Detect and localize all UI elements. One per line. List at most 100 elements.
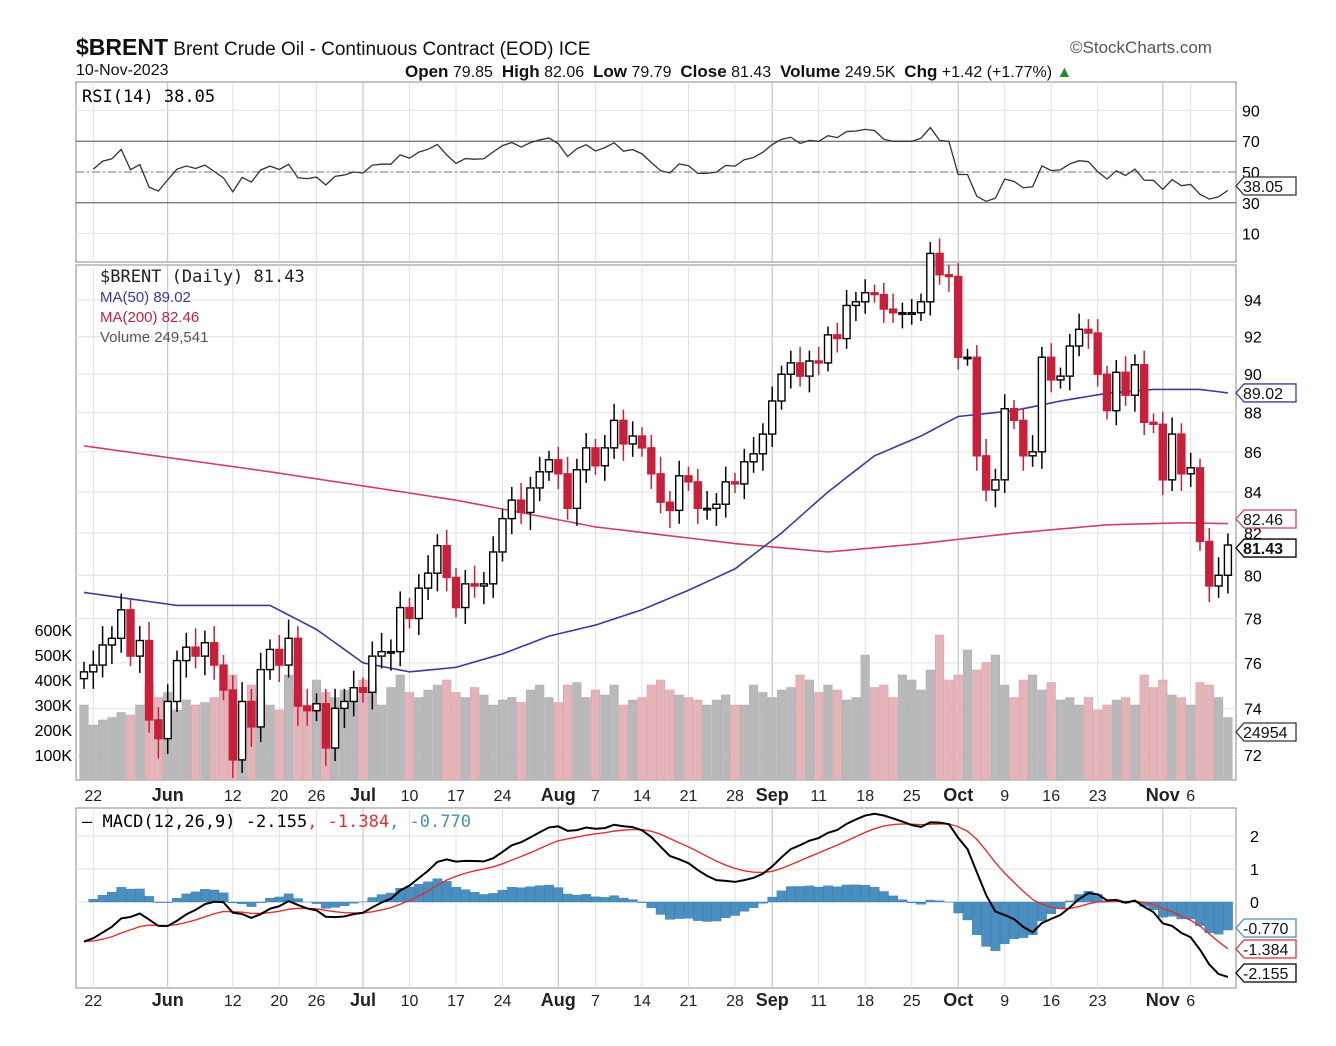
candle-body bbox=[405, 606, 414, 620]
candle-body bbox=[693, 481, 702, 510]
volume-tick-label: 400K bbox=[35, 673, 73, 690]
candle-body bbox=[498, 517, 507, 553]
volume-bar bbox=[125, 714, 136, 781]
macd-histogram-bar bbox=[702, 901, 713, 922]
x-tick-label: 17 bbox=[447, 993, 465, 1010]
candle-body bbox=[842, 304, 851, 340]
volume-bar bbox=[618, 704, 628, 781]
macd-histogram-bar bbox=[88, 899, 99, 903]
volume-tick-label: 200K bbox=[35, 723, 73, 740]
candle-body bbox=[777, 373, 786, 402]
candle-body bbox=[1037, 356, 1047, 453]
macd-histogram-bar bbox=[507, 886, 517, 903]
macd-histogram-bar bbox=[999, 901, 1010, 945]
macd-histogram-bar bbox=[321, 901, 331, 909]
rsi-tick-label: 30 bbox=[1242, 196, 1260, 213]
x-tick-label: 18 bbox=[856, 993, 874, 1010]
x-tick-label: 12 bbox=[224, 788, 242, 805]
candle-body bbox=[237, 700, 247, 761]
ma200-line bbox=[83, 445, 1228, 553]
candle-body bbox=[684, 475, 693, 483]
x-tick-label: Aug bbox=[541, 785, 576, 805]
volume-bar bbox=[377, 704, 387, 781]
candle-body bbox=[675, 475, 684, 512]
candle-body bbox=[256, 668, 265, 728]
rsi-value-tag-box bbox=[1235, 176, 1297, 196]
x-tick-label: 10 bbox=[401, 993, 419, 1010]
volume-bar bbox=[990, 654, 1000, 781]
x-tick-label: Nov bbox=[1146, 990, 1180, 1010]
candle-body bbox=[814, 360, 823, 364]
volume-tick-label: 300K bbox=[35, 698, 73, 715]
close-value: 81.43 bbox=[731, 64, 772, 81]
volume-bar bbox=[414, 697, 424, 781]
candle-body bbox=[749, 453, 758, 463]
x-tick-label: 12 bbox=[224, 993, 242, 1010]
volume-bar bbox=[888, 697, 898, 781]
macd-histogram-bar bbox=[162, 901, 173, 903]
macd-histogram-bar bbox=[190, 891, 201, 903]
macd-histogram-bar bbox=[572, 894, 582, 903]
macd-signal-line bbox=[83, 823, 1229, 950]
volume-bar bbox=[1093, 709, 1103, 781]
volume-bar bbox=[1139, 674, 1149, 781]
candle-body bbox=[247, 700, 256, 728]
macd-histogram-bar bbox=[246, 901, 257, 907]
volume-bar bbox=[916, 689, 926, 781]
volume-bar bbox=[488, 704, 498, 781]
volume-bar bbox=[516, 702, 526, 781]
x-tick-label: 11 bbox=[810, 788, 827, 805]
price-tick-label: 74 bbox=[1244, 701, 1262, 718]
candle-body bbox=[563, 473, 572, 510]
candle-body bbox=[572, 469, 582, 510]
instrument-name: Brent Crude Oil - Continuous Contract (E… bbox=[173, 39, 591, 60]
macd-histogram-bar bbox=[795, 886, 806, 903]
macd-histogram-bar bbox=[590, 896, 601, 903]
x-tick-label: 28 bbox=[726, 993, 744, 1010]
volume-bar bbox=[284, 674, 294, 781]
candle-body bbox=[991, 479, 1000, 491]
candle-body bbox=[851, 301, 861, 307]
x-tick-label: Sep bbox=[756, 990, 789, 1010]
volume-bar bbox=[972, 669, 982, 781]
candle-body bbox=[349, 687, 358, 703]
candle-body bbox=[870, 292, 879, 296]
volume-bar bbox=[572, 682, 582, 781]
macd-histogram-bar bbox=[516, 887, 527, 903]
candle-body bbox=[609, 419, 619, 449]
macd-histogram-bar bbox=[888, 895, 899, 903]
macd-histogram-bar bbox=[767, 896, 778, 903]
candle-body bbox=[768, 400, 777, 435]
panel-frame-2 bbox=[75, 807, 1237, 989]
candle-body bbox=[628, 435, 637, 445]
macd-histogram-bar bbox=[181, 893, 192, 903]
close-tag: 81.43 bbox=[1243, 541, 1283, 558]
volume-bar bbox=[1009, 697, 1019, 781]
macd-histogram-bar bbox=[897, 899, 908, 903]
volume-bar bbox=[386, 687, 396, 781]
volume-bar bbox=[1214, 697, 1224, 781]
candle-body bbox=[461, 583, 470, 609]
price-tick-label: 90 bbox=[1244, 367, 1262, 384]
chart-title: $BRENT Brent Crude Oil - Continuous Cont… bbox=[76, 34, 590, 61]
volume-bar bbox=[1195, 682, 1205, 781]
ma200-tag-box bbox=[1235, 509, 1297, 529]
candle-body bbox=[888, 308, 898, 314]
volume-bar bbox=[181, 699, 191, 781]
volume-bar bbox=[869, 687, 880, 781]
macd-histogram-bar bbox=[497, 889, 508, 903]
macd-histogram-bar bbox=[693, 901, 703, 921]
macd-histogram-bar bbox=[200, 889, 210, 903]
volume-bar bbox=[1018, 679, 1028, 781]
macd-signal-tag: -1.384 bbox=[1243, 942, 1288, 959]
volume-bar bbox=[135, 704, 145, 781]
macd-histogram-bar bbox=[1167, 901, 1178, 917]
x-tick-label: 14 bbox=[633, 993, 651, 1010]
price-tick-label: 76 bbox=[1244, 656, 1262, 673]
low-label: Low bbox=[593, 62, 628, 81]
macd-tick-label: 0 bbox=[1250, 895, 1259, 912]
candle-body bbox=[377, 650, 386, 657]
macd-histogram-bar bbox=[730, 901, 740, 916]
volume-bar bbox=[665, 689, 675, 781]
